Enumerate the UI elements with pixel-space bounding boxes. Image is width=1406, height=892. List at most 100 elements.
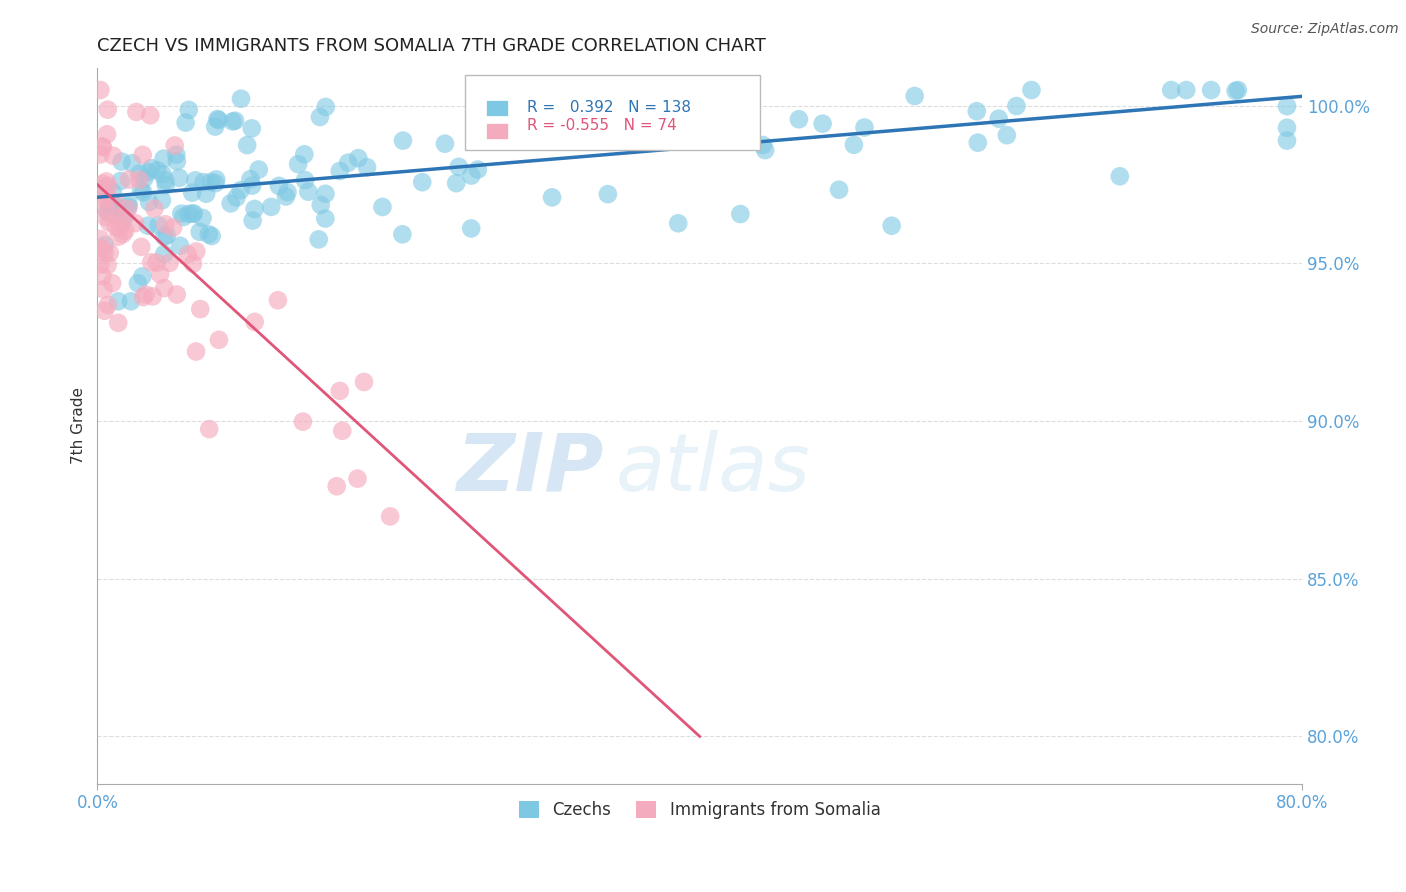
Point (91, 140, 114, 154)
Point (136, 219, 159, 233)
Point (183, 206, 205, 220)
Point (596, 187, 619, 202)
Point (460, 221, 482, 235)
Point (433, 136, 456, 151)
Point (97, 103, 120, 117)
Point (195, 186, 218, 201)
Point (995, 128, 1018, 143)
Point (330, 424, 353, 438)
Point (1199, 83, 1222, 97)
Point (170, 207, 193, 221)
Point (177, 103, 200, 117)
Point (291, 415, 314, 429)
Point (853, 120, 876, 135)
Point (467, 162, 489, 177)
Point (460, 169, 482, 183)
Point (329, 164, 352, 178)
Text: CZECH VS IMMIGRANTS FROM SOMALIA 7TH GRADE CORRELATION CHART: CZECH VS IMMIGRANTS FROM SOMALIA 7TH GRA… (97, 37, 766, 55)
Point (132, 148, 155, 162)
Point (141, 161, 163, 176)
Point (274, 189, 297, 203)
Point (97, 298, 120, 312)
Point (148, 219, 170, 233)
Point (152, 152, 174, 166)
Point (287, 157, 309, 171)
Point (966, 136, 988, 150)
Point (177, 247, 200, 261)
Point (181, 186, 204, 200)
Point (96, 128, 118, 142)
Point (91, 177, 114, 191)
Point (987, 112, 1010, 126)
Point (94, 210, 117, 224)
Point (166, 287, 188, 301)
Point (117, 202, 139, 216)
Point (240, 121, 263, 136)
Point (219, 196, 242, 211)
Point (260, 200, 283, 214)
Point (314, 211, 336, 226)
Y-axis label: 7th Grade: 7th Grade (72, 387, 86, 465)
Point (353, 375, 375, 389)
Point (205, 172, 228, 186)
Point (730, 207, 752, 221)
Point (135, 287, 157, 301)
Point (125, 105, 148, 120)
Point (309, 110, 332, 124)
Text: atlas: atlas (616, 430, 810, 508)
Point (723, 120, 745, 135)
Point (128, 167, 150, 181)
Point (93, 246, 115, 260)
Point (143, 202, 166, 216)
Point (174, 115, 197, 129)
Point (153, 281, 176, 295)
Point (89, 232, 111, 246)
Point (314, 186, 336, 201)
Point (1275, 99, 1298, 113)
Point (101, 276, 124, 290)
Point (169, 170, 191, 185)
Point (145, 255, 167, 269)
Point (101, 195, 124, 210)
FancyBboxPatch shape (486, 123, 508, 139)
Point (537, 110, 560, 124)
Point (93, 303, 115, 318)
Point (108, 221, 131, 235)
Point (1160, 83, 1182, 97)
Point (142, 289, 165, 303)
Point (243, 315, 266, 329)
Point (828, 183, 851, 197)
Point (236, 138, 259, 153)
Point (242, 213, 264, 227)
Point (112, 212, 135, 227)
Point (371, 200, 394, 214)
Point (104, 195, 127, 210)
Point (96, 193, 118, 207)
Point (166, 154, 188, 169)
Point (91, 269, 114, 284)
Point (329, 384, 352, 398)
Text: ZIP: ZIP (456, 430, 603, 508)
Point (89, 147, 111, 161)
Point (156, 228, 179, 243)
Point (447, 160, 470, 174)
Point (132, 290, 155, 304)
Point (184, 173, 207, 187)
Point (207, 113, 229, 128)
Point (127, 277, 149, 291)
Point (98, 200, 121, 214)
Point (89, 83, 111, 97)
Text: R =   0.392   N = 138: R = 0.392 N = 138 (527, 100, 692, 115)
Point (155, 217, 177, 231)
Point (391, 227, 413, 242)
Point (172, 210, 194, 224)
Point (98, 245, 121, 260)
Point (325, 479, 347, 493)
Point (191, 211, 214, 225)
Point (131, 269, 153, 284)
Point (149, 267, 172, 281)
Point (198, 422, 221, 436)
Point (787, 112, 810, 127)
Point (131, 240, 153, 254)
Point (107, 294, 129, 309)
